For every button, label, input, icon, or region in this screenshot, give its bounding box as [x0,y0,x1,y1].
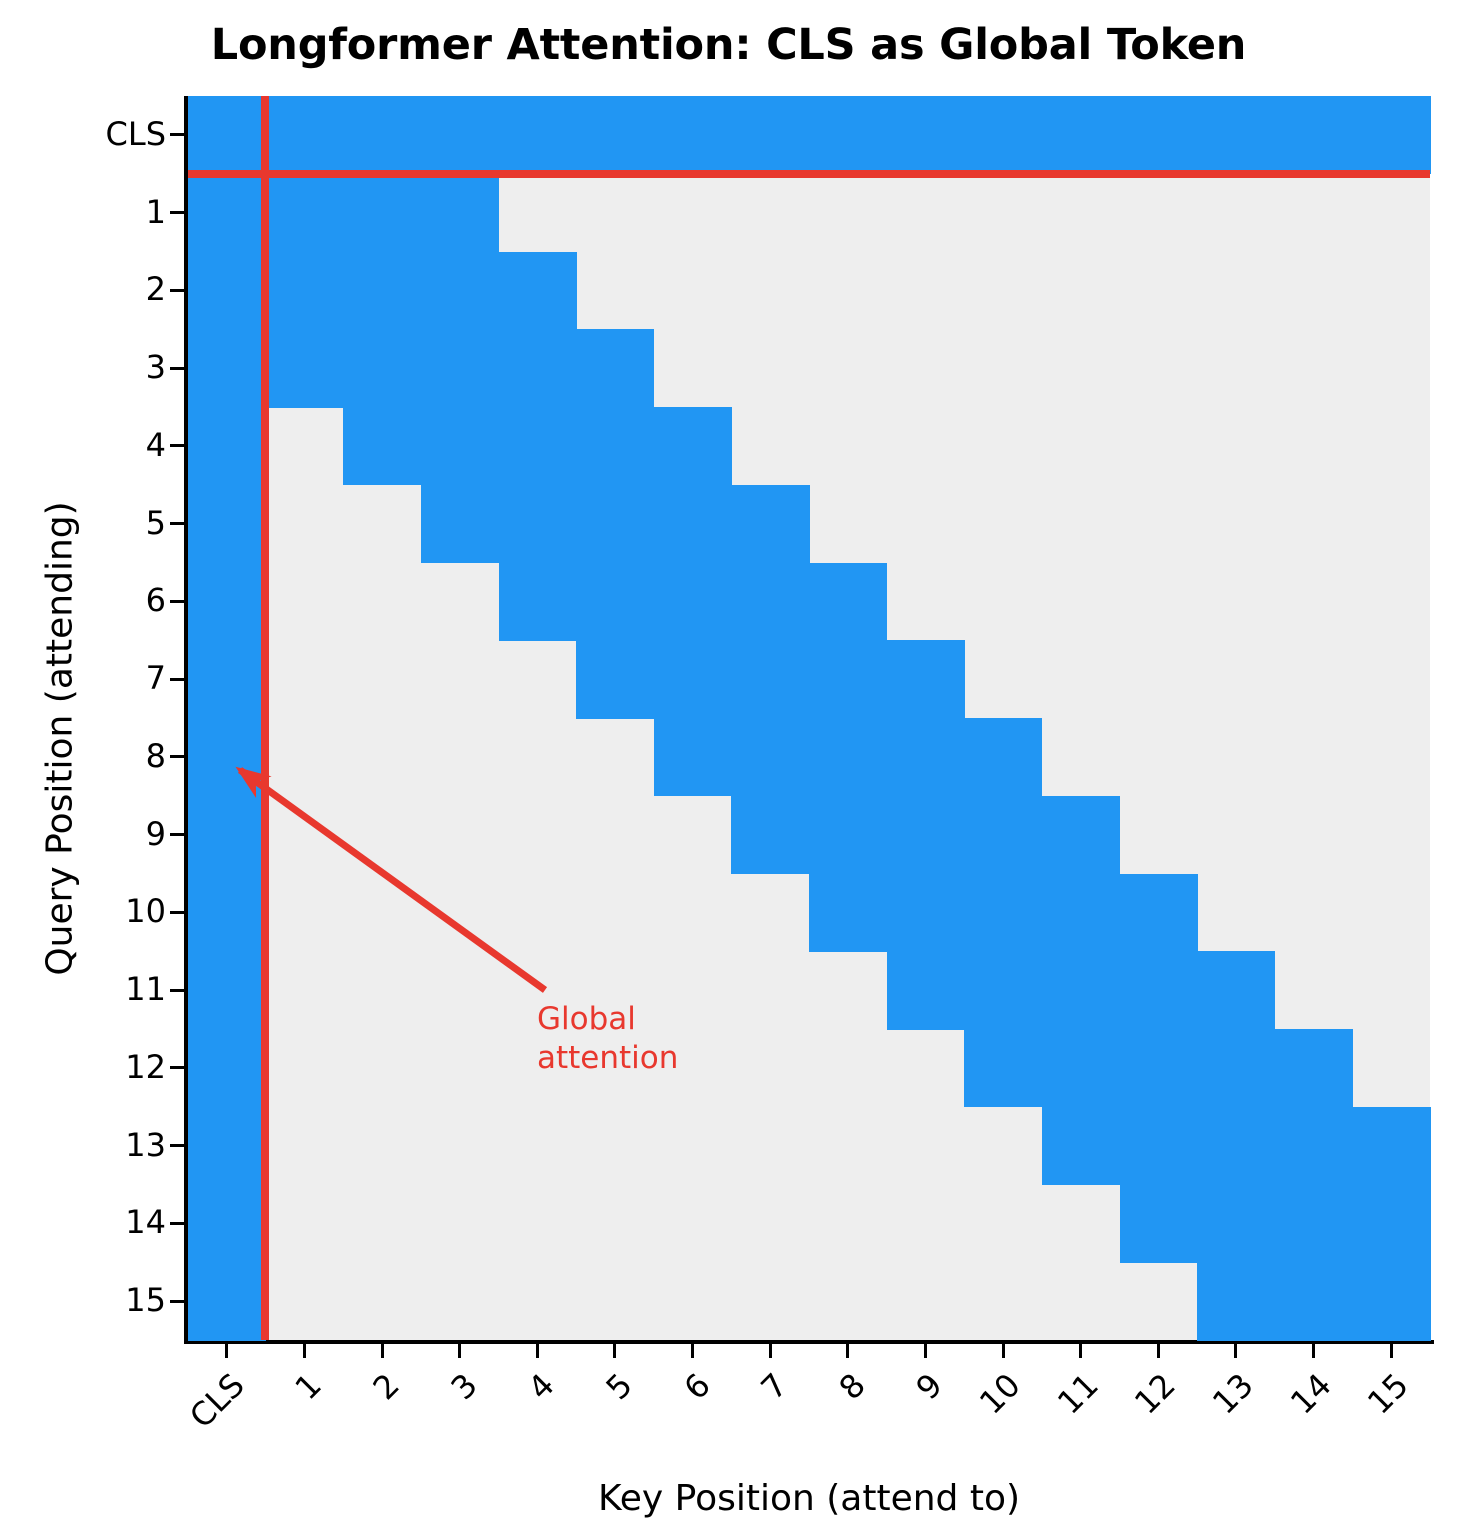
heatmap-cell-run [886,951,1276,1030]
heatmap-cell-run [188,1029,267,1108]
x-tick-mark [613,1344,617,1358]
x-axis-title: Key Position (attend to) [597,1478,1021,1519]
x-tick-mark [1234,1344,1238,1358]
x-tick-mark [1079,1344,1083,1358]
heatmap-cell-run [343,407,732,486]
heatmap-cell-run [188,407,267,486]
y-tick-mark [170,1144,184,1148]
heatmap-cell-run [964,1029,1353,1108]
heatmap-cell-run [188,173,500,253]
y-tick-label: 1 [145,192,166,231]
heatmap-cell-run [576,640,965,719]
annotation-line-1: Global [537,1001,636,1037]
y-tick-label: 12 [125,1047,166,1086]
heatmap-cell-run [188,484,267,564]
heatmap-cell-run [188,1184,267,1263]
heatmap-cell-run [188,329,655,408]
heatmap-cell-run [188,873,267,952]
heatmap-cell-run [188,1262,267,1341]
heatmap-cell-run [188,251,577,330]
heatmap-cell-run [188,1106,267,1186]
y-tick-mark [170,444,184,448]
global-attention-column-line [261,96,269,1340]
heatmap-cell-run [1041,1106,1431,1186]
y-tick-label: 4 [145,425,166,464]
y-tick-label: 2 [145,270,166,309]
x-tick-mark [923,1344,927,1358]
y-tick-label: 8 [145,736,166,775]
heatmap-cell-run [1197,1262,1431,1341]
y-tick-label: 5 [145,503,166,542]
y-tick-mark [170,522,184,526]
x-tick-mark [846,1344,850,1358]
y-tick-label: 14 [125,1203,166,1242]
heatmap-plot-area[interactable] [188,96,1431,1341]
y-tick-mark [170,677,184,681]
x-axis-spine [184,1340,1434,1344]
heatmap-cell-run [188,640,267,719]
x-tick-mark [535,1344,539,1358]
heatmap-cell-run [188,718,267,797]
page-title: Longformer Attention: CLS as Global Toke… [210,20,1247,70]
heatmap-cell-run [188,96,1431,175]
heatmap-cell-run [809,873,1198,952]
x-tick-mark [1389,1344,1393,1358]
x-tick-mark [768,1344,772,1358]
y-tick-label: CLS [105,114,166,153]
heatmap-cell-run [1119,1184,1431,1263]
y-tick-label: 3 [145,348,166,387]
y-tick-mark [170,366,184,370]
heatmap-cell-run [188,795,267,875]
x-tick-mark [302,1344,306,1358]
y-tick-mark [170,1066,184,1070]
y-tick-label: 6 [145,581,166,620]
y-tick-label: 9 [145,814,166,853]
heatmap-cell-run [420,484,810,564]
y-tick-label: 7 [145,659,166,698]
global-attention-annotation: Global attention [537,1000,737,1078]
y-tick-mark [170,1299,184,1303]
heatmap-cell-run [188,562,267,641]
y-tick-mark [170,288,184,292]
y-tick-mark [170,910,184,914]
x-tick-mark [1312,1344,1316,1358]
x-tick-mark [225,1344,229,1358]
y-tick-label: 11 [125,970,166,1009]
y-tick-label: 10 [125,892,166,931]
x-tick-mark [1156,1344,1160,1358]
y-tick-label: 15 [125,1281,166,1320]
y-tick-mark [170,211,184,215]
y-tick-mark [170,1221,184,1225]
x-tick-mark [1001,1344,1005,1358]
y-tick-mark [170,988,184,992]
heatmap-cell-run [731,795,1121,875]
x-tick-mark [458,1344,462,1358]
heatmap-cell-run [498,562,888,641]
x-tick-mark [380,1344,384,1358]
y-tick-mark [170,599,184,603]
y-tick-mark [170,133,184,137]
heatmap-cell-run [188,951,267,1030]
y-tick-mark [170,755,184,759]
x-tick-mark [691,1344,695,1358]
y-axis-title: Query Position (attending) [39,501,81,976]
global-attention-row-line [188,170,1430,178]
y-tick-label: 13 [125,1125,166,1164]
y-tick-mark [170,833,184,837]
heatmap-cell-run [653,718,1043,797]
y-axis-spine [184,96,188,1340]
annotation-line-2: attention [537,1039,679,1076]
